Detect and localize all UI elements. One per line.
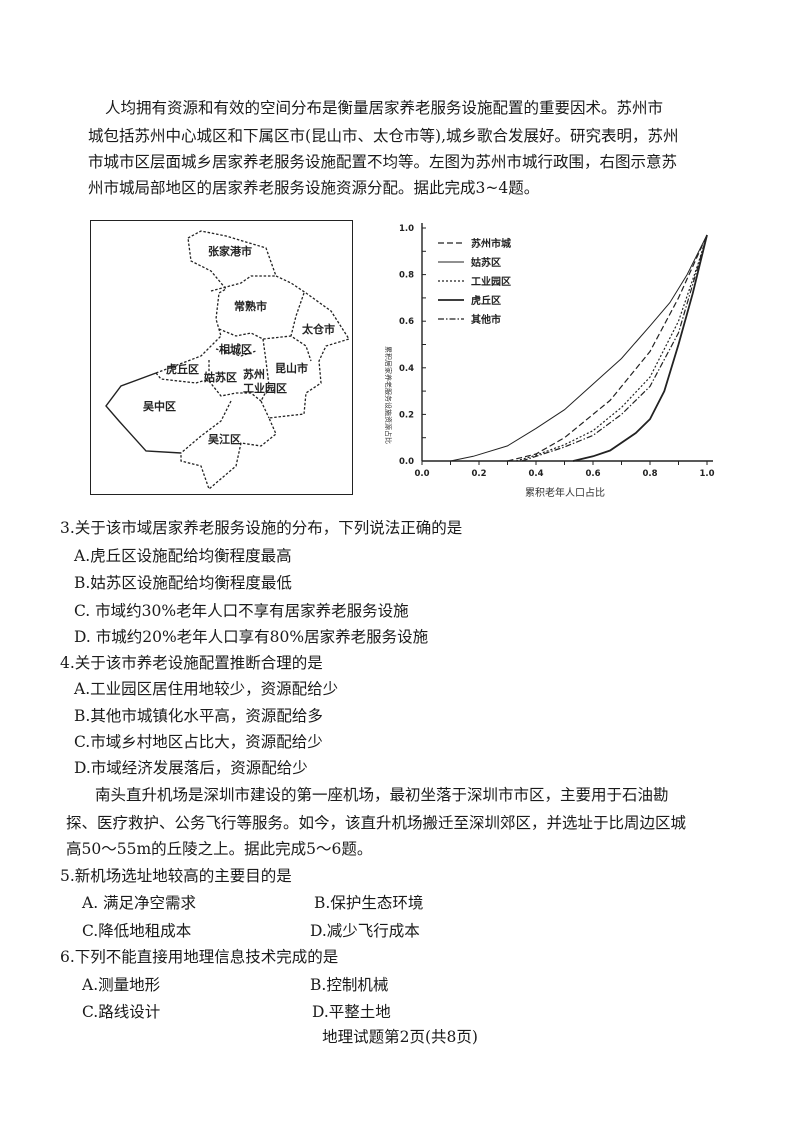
option-b: B.姑苏区设施配给均衡程度最低 — [74, 574, 292, 592]
taihu-shore — [105, 372, 182, 454]
map-label: 相城区 — [219, 342, 252, 356]
map-label: 工业园区 — [243, 381, 287, 395]
question-stem: 5.新机场选址地较高的主要目的是 — [60, 867, 292, 885]
option-d: D.减少飞行成本 — [310, 922, 420, 940]
option-a: A.测量地形 — [82, 976, 161, 994]
y-tick-label: 1.0 — [399, 224, 414, 234]
map-label: 太仓市 — [301, 322, 335, 336]
option-a: A. 满足净空需求 — [82, 894, 197, 912]
question-stem: 3.关于该市域居家养老服务设施的分布，下列说法正确的是 — [60, 519, 463, 537]
legend-label: 苏州市城 — [471, 237, 511, 250]
page-footer: 地理试题第2页(共8页) — [322, 1028, 478, 1046]
legend-label: 姑苏区 — [470, 256, 501, 269]
map-label: 昆山市 — [275, 361, 308, 375]
map-label: 苏州 — [243, 367, 265, 381]
option-a: A.工业园区居住用地较少，资源配给少 — [74, 680, 339, 698]
series-line — [450, 234, 708, 462]
text-line: 人均拥有资源和有效的空间分布是衡量居家养老服务设施配置的重要因术。苏州市 — [105, 99, 664, 117]
series-line — [507, 234, 708, 462]
text-line: 市城市区层面城乡居家养老服务设施配置不均等。左图为苏州市城行政围，右图示意苏 — [88, 153, 678, 171]
option-c: C.降低地租成本 — [82, 922, 192, 940]
option-b: B.控制机械 — [310, 976, 389, 994]
y-tick-label: 0.4 — [399, 364, 414, 374]
series-line — [515, 234, 708, 462]
map-label: 吴江区 — [208, 432, 241, 446]
x-axis-label: 累积老年人口占比 — [525, 486, 605, 499]
x-tick-label: 0.4 — [528, 469, 543, 479]
map-label: 张家港市 — [208, 244, 252, 258]
map-label: 姑苏区 — [204, 370, 237, 384]
suzhou-admin-map: 张家港市 常熟市 太仓市 相城区 虎丘区 姑苏区 苏州 工业园区 昆山市 吴中区… — [90, 220, 353, 495]
y-tick-label: 0.8 — [399, 271, 414, 281]
option-c: C.市域乡村地区占比大，资源配给少 — [74, 733, 323, 751]
text-line: 探、医疗救护、公务飞行等服务。如今，该直升机场搬迁至深圳郊区，并选址于比周边区城 — [66, 814, 687, 832]
y-tick-label: 0.2 — [399, 410, 414, 420]
map-label: 虎丘区 — [166, 362, 199, 376]
text-line: 南头直升机场是深圳市建设的第一座机场，最初坐落于深圳市市区，主要用于石油勘 — [95, 786, 669, 804]
y-axis-label: 累积居家养老服务设施资源占比 — [384, 346, 393, 444]
option-d: D. 市城约20%老年人口享有80%居家养老服务设施 — [74, 628, 429, 646]
legend-label: 其他市 — [471, 313, 501, 326]
text-line: 城包括苏州中心城区和下属区市(昆山市、太仓市等),城乡歌合发展好。研究表明，苏州 — [88, 127, 679, 145]
question-stem: 6.下列不能直接用地理信息技术完成的是 — [60, 948, 339, 966]
x-tick-label: 1.0 — [699, 469, 714, 479]
map-outline — [180, 230, 351, 491]
lorenz-chart: 0.0 0.2 0.4 0.6 0.8 1.0 0.0 0.2 0.4 0.6 0.8 1.0 苏州市… — [384, 223, 715, 499]
text-line: 高50～55m的丘陵之上。据此完成5～6题。 — [66, 840, 373, 858]
series-line — [521, 234, 708, 462]
x-tick-label: 0.2 — [471, 469, 486, 479]
x-tick-label: 0.6 — [585, 469, 600, 479]
map-label: 常熟市 — [234, 299, 267, 313]
option-c: C. 市域约30%老年人口不享有居家养老服务设施 — [74, 602, 409, 620]
x-tick-label: 0.0 — [414, 469, 429, 479]
x-tick-label: 0.8 — [642, 469, 657, 479]
text-line: 州市城局部地区的居家养老服务设施资源分配。据此完成3~4题。 — [88, 179, 540, 197]
question-stem: 4.关于该市养老设施配置推断合理的是 — [60, 654, 323, 672]
y-tick-label: 0.0 — [399, 457, 414, 467]
y-tick-label: 0.6 — [399, 317, 414, 327]
option-d: D.市域经济发展落后，资源配给少 — [74, 759, 308, 777]
legend-label: 虎丘区 — [471, 294, 501, 307]
option-b: B.其他市城镇化水平高，资源配给多 — [74, 707, 323, 725]
legend-label: 工业园区 — [471, 275, 511, 288]
map-label: 吴中区 — [143, 399, 176, 413]
option-a: A.虎丘区设施配给均衡程度最高 — [74, 547, 292, 565]
option-c: C.路线设计 — [82, 1003, 161, 1021]
option-b: B.保护生态环境 — [314, 894, 424, 912]
option-d: D.平整土地 — [312, 1003, 391, 1021]
series-line — [572, 234, 708, 462]
